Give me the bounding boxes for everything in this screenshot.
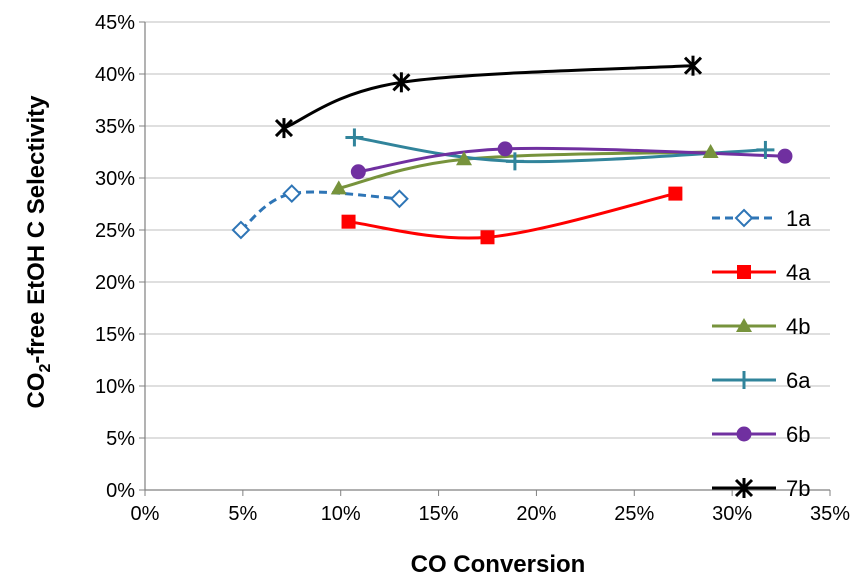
x-tick-label: 0%: [131, 503, 160, 525]
x-tick-label: 15%: [419, 503, 459, 525]
legend-marker-7b: [734, 478, 754, 498]
series-markers: [231, 55, 793, 245]
data-point-4a: [480, 230, 495, 245]
x-tick-label: 20%: [516, 503, 556, 525]
data-point-6a: [756, 140, 775, 159]
series-line-1a: [239, 190, 400, 232]
legend-label-6a: 6a: [786, 368, 811, 393]
data-point-6b: [350, 164, 366, 180]
y-tick-label: 10%: [95, 376, 135, 398]
x-tick-labels: 0% 5% 10% 15% 20% 25% 30% 35%: [131, 503, 851, 525]
data-point-6b: [777, 148, 793, 164]
x-tick-label: 30%: [712, 503, 752, 525]
legend-marker-1a: [734, 208, 754, 228]
legend-label-6b: 6b: [786, 422, 810, 447]
gridlines: [145, 21, 830, 439]
series-lines: [239, 64, 786, 240]
legend-label-1a: 1a: [786, 206, 811, 231]
y-tick-label: 25%: [95, 220, 135, 242]
data-point-6b: [497, 141, 513, 157]
x-tick-label: 35%: [810, 503, 850, 525]
legend-marker-4b: [736, 318, 752, 332]
data-point-6a: [505, 152, 524, 171]
y-tick-label: 30%: [95, 168, 135, 190]
y-tick-label: 0%: [106, 480, 135, 502]
series-line-6b: [358, 146, 786, 174]
y-tick-label: 40%: [95, 64, 135, 86]
y-axis-title-suffix: -free EtOH C Selectivity: [23, 95, 50, 364]
y-axis-title-subscript: 2: [37, 364, 54, 373]
data-point-4a: [668, 186, 683, 201]
y-tick-label: 15%: [95, 324, 135, 346]
data-point-4b: [456, 151, 473, 166]
x-tick-label: 5%: [228, 503, 257, 525]
series-line-7b: [283, 64, 694, 130]
data-point-4b: [702, 144, 719, 158]
x-axis-title: CO Conversion: [411, 551, 586, 578]
y-axis-title-prefix: CO: [23, 373, 50, 409]
y-tick-label: 35%: [95, 116, 135, 138]
legend-label-7b: 7b: [786, 476, 810, 501]
legend-marker-6b: [736, 426, 752, 442]
data-point-1a: [390, 189, 409, 209]
data-point-4b: [330, 180, 347, 195]
legend-label-4a: 4a: [786, 260, 811, 285]
y-axis-title: CO2-free EtOH C Selectivity: [23, 95, 54, 409]
legend: 1a 4a 4b 6a 6b 7b: [712, 206, 811, 501]
data-point-4a: [341, 214, 356, 229]
data-point-7b: [683, 55, 703, 76]
y-tick-label: 20%: [95, 272, 135, 294]
x-tick-label: 10%: [321, 503, 361, 525]
data-point-7b: [274, 118, 294, 139]
data-point-6a: [345, 128, 364, 147]
x-tick-label: 25%: [614, 503, 654, 525]
data-point-7b: [392, 72, 411, 93]
legend-marker-6a: [735, 371, 753, 389]
legend-label-4b: 4b: [786, 314, 810, 339]
y-tick-labels: 0% 5% 10% 15% 20% 25% 30% 35% 40% 45%: [95, 12, 135, 502]
data-point-1a: [231, 220, 251, 240]
y-tick-label: 5%: [106, 428, 135, 450]
data-point-1a: [282, 184, 302, 204]
axes: [139, 21, 831, 496]
legend-marker-4a: [737, 265, 751, 279]
y-tick-label: 45%: [95, 12, 135, 34]
